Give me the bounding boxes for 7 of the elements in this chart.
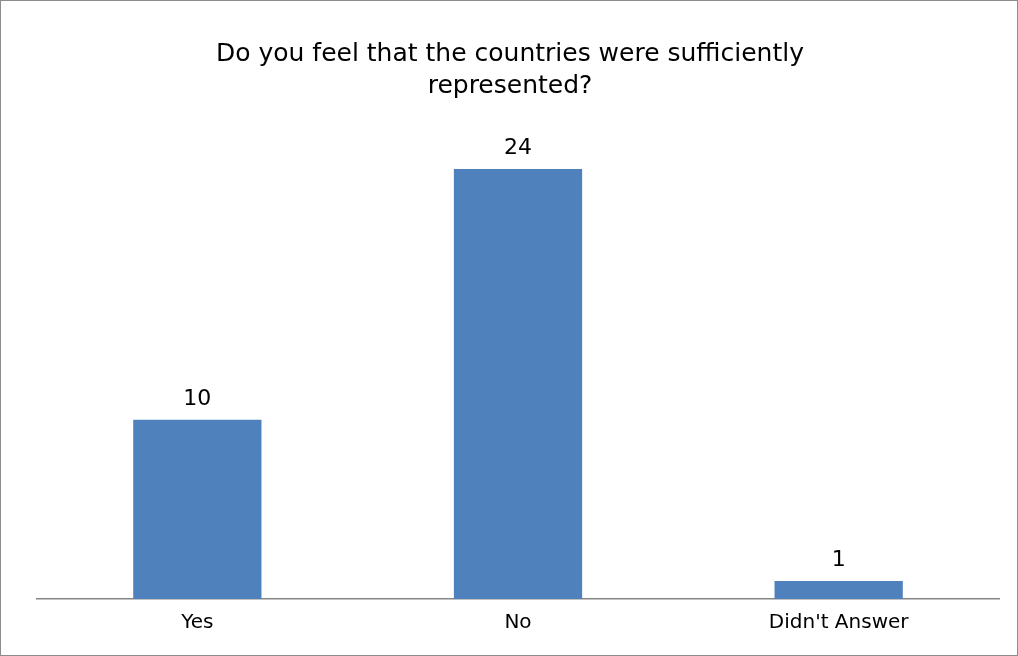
x-tick-label: Yes <box>180 609 214 634</box>
x-tick-label: Didn't Answer <box>768 609 910 634</box>
chart-title: Do you feel that the countries were sufficiently represented? <box>215 37 805 101</box>
data-label: 24 <box>504 133 532 159</box>
data-label: 10 <box>183 384 212 410</box>
data-label: 1 <box>831 545 846 571</box>
x-tick-label: No <box>504 609 532 634</box>
